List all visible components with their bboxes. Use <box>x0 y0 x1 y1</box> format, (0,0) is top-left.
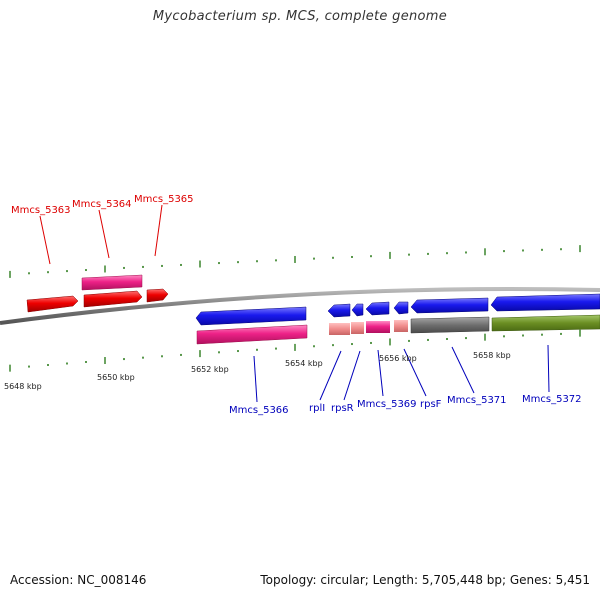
gene-mmcs-5364-feature[interactable] <box>81 274 143 291</box>
label-mmcs-5363[interactable]: Mmcs_5363 <box>11 205 71 216</box>
gene-rpsr-feature[interactable] <box>351 322 364 334</box>
genome-backbone <box>0 286 600 325</box>
label-mmcs-5371[interactable]: Mmcs_5371 <box>447 395 507 406</box>
map-title: Mycobacterium sp. MCS, complete genome <box>152 9 448 24</box>
gene-mmcs-5364-arrow[interactable] <box>83 290 143 308</box>
label-rpsf[interactable]: rpsF <box>420 399 442 410</box>
leader-mmcs-5363 <box>39 215 51 265</box>
label-mmcs-5369[interactable]: Mmcs_5369 <box>357 399 417 410</box>
label-mmcs-5365[interactable]: Mmcs_5365 <box>134 194 194 205</box>
gene-mmcs-5369-arrow[interactable] <box>365 301 390 316</box>
gene-rpsr-arrow[interactable] <box>351 303 364 317</box>
gene-rpsf-arrow[interactable] <box>393 301 409 315</box>
leader-mmcs-5372 <box>547 344 550 393</box>
scale-ticks <box>9 245 581 372</box>
label-rpli[interactable]: rplI <box>309 403 325 414</box>
accession-text: Accession: NC_008146 <box>10 573 147 587</box>
leader-mmcs-5369 <box>377 349 384 397</box>
label-mmcs-5366[interactable]: Mmcs_5366 <box>229 405 289 416</box>
gene-mmcs-5365-arrow[interactable] <box>146 288 169 303</box>
leader-mmcs-5365 <box>154 204 163 257</box>
gene-mmcs-5372-arrow[interactable] <box>490 293 600 312</box>
scale-label: 5652 kbp <box>191 365 229 374</box>
scale-labels: 5648 kbp 5650 kbp 5652 kbp 5654 kbp 5656… <box>4 351 511 391</box>
scale-label: 5658 kbp <box>473 351 511 360</box>
label-mmcs-5372[interactable]: Mmcs_5372 <box>522 394 582 405</box>
gene-rpsf-feature[interactable] <box>394 320 408 332</box>
gene-mmcs-5369-feature[interactable] <box>366 321 390 333</box>
leader-rpsr <box>343 350 361 401</box>
label-rpsr[interactable]: rpsR <box>331 403 354 414</box>
gene-mmcs-5366-feature[interactable] <box>196 324 308 345</box>
forward-strand-genes <box>26 274 169 313</box>
scale-label: 5650 kbp <box>97 373 135 382</box>
gene-mmcs-5366-arrow[interactable] <box>195 306 307 326</box>
leader-mmcs-5371 <box>451 346 475 394</box>
reverse-strand-genes <box>195 293 600 345</box>
gene-rpli-arrow[interactable] <box>327 303 351 318</box>
gene-rpli-feature[interactable] <box>329 323 350 335</box>
genome-summary-text: Topology: circular; Length: 5,705,448 bp… <box>260 573 590 587</box>
leader-rpsf <box>403 348 427 397</box>
leader-rpli <box>319 350 342 401</box>
leader-mmcs-5366 <box>253 355 258 403</box>
scale-label: 5656 kbp <box>379 354 417 363</box>
gene-mmcs-5363-arrow[interactable] <box>26 295 79 313</box>
label-leader-lines <box>39 204 550 403</box>
scale-label: 5648 kbp <box>4 382 42 391</box>
scale-label: 5654 kbp <box>285 359 323 368</box>
label-mmcs-5364[interactable]: Mmcs_5364 <box>72 199 132 210</box>
gene-mmcs-5371-arrow[interactable] <box>410 297 489 314</box>
gene-labels: Mmcs_5363 Mmcs_5364 Mmcs_5365 Mmcs_5366 … <box>11 194 582 416</box>
leader-mmcs-5364 <box>98 209 110 259</box>
gene-mmcs-5372-feature[interactable] <box>491 314 600 332</box>
gene-mmcs-5371-feature[interactable] <box>410 316 490 334</box>
